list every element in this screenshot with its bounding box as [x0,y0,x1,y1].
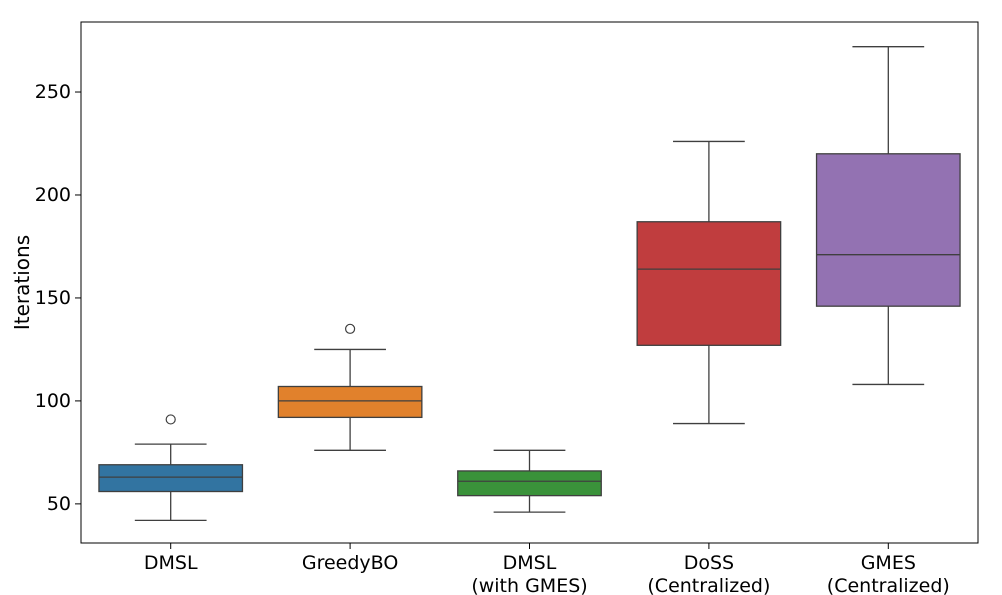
box-group [457,449,602,513]
outlier-point [165,414,176,425]
y-tick-label: 50 [47,493,71,515]
boxes [98,46,961,521]
box [636,221,782,346]
y-axis-label: Iterations [10,235,34,330]
box [98,464,244,493]
box [277,385,423,419]
y-axis: 50 100 150 200 250 [35,81,81,515]
x-tick-label: GMES [861,552,916,574]
x-tick-label: DoSS [684,552,734,574]
box-group [98,414,244,521]
x-tick-label: DMSL [503,552,557,574]
box [815,153,961,307]
x-tick-label: GreedyBO [302,552,398,574]
y-tick-label: 100 [35,390,71,412]
y-tick-label: 250 [35,81,71,103]
x-tick-label: DMSL [144,552,198,574]
x-tick-label: (with GMES) [471,575,587,595]
y-tick-label: 200 [35,184,71,206]
box-group [277,323,423,451]
box-group [815,46,961,386]
box-group [636,140,782,425]
x-tick-label: (Centralized) [827,575,950,595]
x-axis: DMSL GreedyBO DMSL(with GMES)DoSS(Centrali… [144,543,950,595]
y-tick-label: 150 [35,287,71,309]
box [457,470,602,497]
outlier-point [345,323,356,334]
x-tick-label: (Centralized) [647,575,770,595]
